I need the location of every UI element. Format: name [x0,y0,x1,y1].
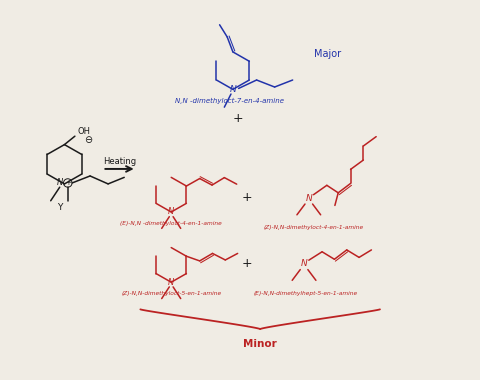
Text: Heating: Heating [103,157,136,166]
Text: +: + [232,112,243,125]
Text: +: + [242,258,252,271]
Text: Minor: Minor [243,339,277,350]
Text: N: N [229,85,236,94]
Text: (E)-N,N-dimethylhept-5-en-1-amine: (E)-N,N-dimethylhept-5-en-1-amine [253,291,358,296]
Text: (E)-N,N -dimethyloct-4-en-1-amine: (E)-N,N -dimethyloct-4-en-1-amine [120,221,222,226]
Text: N: N [57,179,63,187]
Text: (Z)-N,N-dimethyloct-5-en-1-amine: (Z)-N,N-dimethyloct-5-en-1-amine [121,291,221,296]
Text: N,N -dimethyloct-7-en-4-amine: N,N -dimethyloct-7-en-4-amine [175,98,284,104]
Text: +: + [242,190,252,204]
Text: N: N [168,207,174,217]
Text: N: N [300,260,307,268]
Text: +: + [65,180,71,186]
Text: (Z)-N,N-dimethyloct-4-en-1-amine: (Z)-N,N-dimethyloct-4-en-1-amine [264,225,364,230]
Text: N: N [305,194,312,203]
Text: Major: Major [313,49,341,59]
Text: ⊖: ⊖ [84,135,92,145]
Text: N: N [168,278,174,287]
Text: Y: Y [58,203,63,212]
Text: OH: OH [77,127,90,136]
